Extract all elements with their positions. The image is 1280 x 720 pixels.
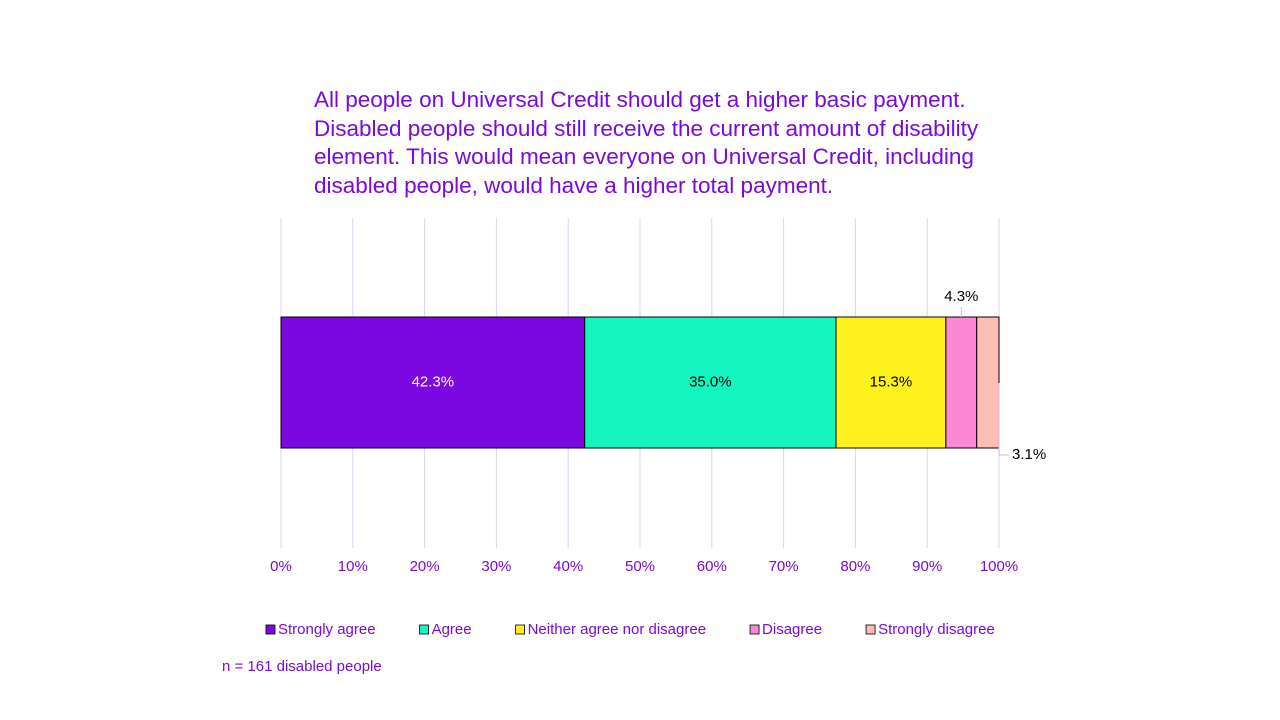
value-label: 4.3%	[944, 288, 978, 305]
bar-segment	[280, 316, 586, 449]
bar-segment	[835, 316, 947, 449]
x-tick-label: 50%	[625, 558, 655, 575]
x-tick-label: 40%	[553, 558, 583, 575]
legend-label: Strongly disagree	[878, 621, 995, 638]
x-tick-label: 10%	[338, 558, 368, 575]
value-label: 35.0%	[689, 373, 732, 390]
x-tick-label: 90%	[912, 558, 942, 575]
x-tick-label: 70%	[769, 558, 799, 575]
note: n = 161 disabled people	[222, 658, 382, 675]
x-tick-label: 80%	[840, 558, 870, 575]
x-tick-label: 30%	[481, 558, 511, 575]
legend-swatch	[515, 624, 525, 635]
legend-swatch	[419, 624, 429, 635]
x-tick-label: 100%	[980, 558, 1018, 575]
legend-swatch	[865, 624, 876, 635]
leader-line	[998, 383, 1009, 456]
legend-label: Strongly agree	[278, 621, 376, 638]
bar-segment	[945, 316, 978, 449]
legend-label: Agree	[432, 621, 472, 638]
legend-swatch	[265, 624, 276, 635]
x-tick-label: 0%	[270, 558, 292, 575]
value-label: 15.3%	[870, 373, 913, 390]
value-label: 3.1%	[1012, 446, 1046, 463]
legend-label: Neither agree nor disagree	[528, 621, 706, 638]
legend-label: Disagree	[762, 621, 822, 638]
value-label: 42.3%	[412, 373, 455, 390]
x-tick-label: 60%	[697, 558, 727, 575]
bar-segment	[976, 316, 1000, 449]
bar-segment	[584, 316, 837, 449]
x-tick-label: 20%	[410, 558, 440, 575]
chart-title: All people on Universal Credit should ge…	[314, 86, 984, 200]
legend-swatch	[749, 624, 760, 635]
